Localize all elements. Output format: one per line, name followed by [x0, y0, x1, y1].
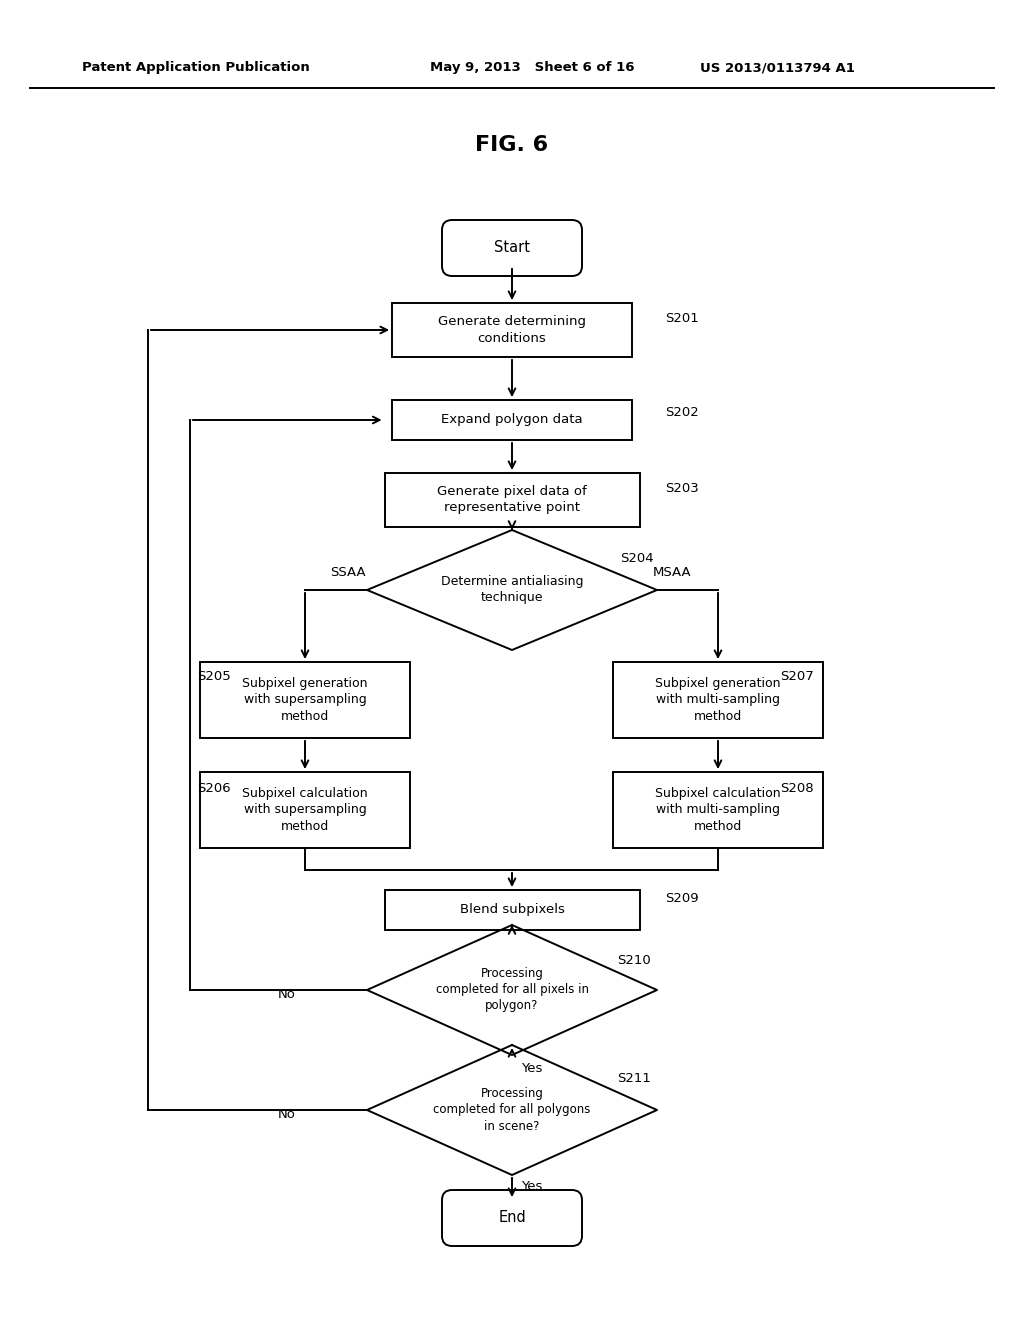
Text: Patent Application Publication: Patent Application Publication — [82, 62, 309, 74]
Text: Blend subpixels: Blend subpixels — [460, 903, 564, 916]
Bar — [384, 890, 640, 931]
Text: Processing
completed for all pixels in
polygon?: Processing completed for all pixels in p… — [435, 968, 589, 1012]
Text: S210: S210 — [617, 953, 650, 966]
Text: Subpixel generation
with supersampling
method: Subpixel generation with supersampling m… — [243, 677, 368, 722]
Text: S201: S201 — [665, 312, 698, 325]
Text: Yes: Yes — [521, 1061, 543, 1074]
Text: Expand polygon data: Expand polygon data — [441, 413, 583, 426]
Text: Subpixel calculation
with multi-sampling
method: Subpixel calculation with multi-sampling… — [655, 788, 781, 833]
Bar — [392, 400, 632, 440]
Text: S207: S207 — [780, 669, 814, 682]
Text: S208: S208 — [780, 781, 814, 795]
Text: SSAA: SSAA — [330, 565, 366, 578]
Text: Generate determining
conditions: Generate determining conditions — [438, 315, 586, 345]
Bar — [384, 473, 640, 527]
Text: S204: S204 — [620, 552, 653, 565]
Text: S206: S206 — [197, 781, 230, 795]
Text: Subpixel generation
with multi-sampling
method: Subpixel generation with multi-sampling … — [655, 677, 780, 722]
Text: Subpixel calculation
with supersampling
method: Subpixel calculation with supersampling … — [243, 788, 368, 833]
Text: S202: S202 — [665, 405, 698, 418]
Bar — [613, 663, 823, 738]
Text: Generate pixel data of
representative point: Generate pixel data of representative po… — [437, 486, 587, 515]
Polygon shape — [367, 925, 657, 1055]
Text: Yes: Yes — [521, 1180, 543, 1193]
Polygon shape — [367, 531, 657, 649]
Text: S209: S209 — [665, 891, 698, 904]
Polygon shape — [367, 1045, 657, 1175]
Text: End: End — [498, 1210, 526, 1225]
Bar — [200, 772, 410, 847]
Text: FIG. 6: FIG. 6 — [475, 135, 549, 154]
Text: May 9, 2013   Sheet 6 of 16: May 9, 2013 Sheet 6 of 16 — [430, 62, 635, 74]
Text: No: No — [279, 1107, 296, 1121]
Text: No: No — [279, 987, 296, 1001]
Text: US 2013/0113794 A1: US 2013/0113794 A1 — [700, 62, 855, 74]
FancyBboxPatch shape — [442, 220, 582, 276]
Text: Start: Start — [494, 240, 530, 256]
Text: S211: S211 — [617, 1072, 651, 1085]
Bar — [200, 663, 410, 738]
Text: MSAA: MSAA — [652, 565, 691, 578]
Text: Determine antialiasing
technique: Determine antialiasing technique — [440, 576, 584, 605]
Text: Processing
completed for all polygons
in scene?: Processing completed for all polygons in… — [433, 1088, 591, 1133]
Text: S205: S205 — [197, 669, 230, 682]
Bar — [613, 772, 823, 847]
FancyBboxPatch shape — [442, 1191, 582, 1246]
Bar — [392, 304, 632, 356]
Text: S203: S203 — [665, 482, 698, 495]
